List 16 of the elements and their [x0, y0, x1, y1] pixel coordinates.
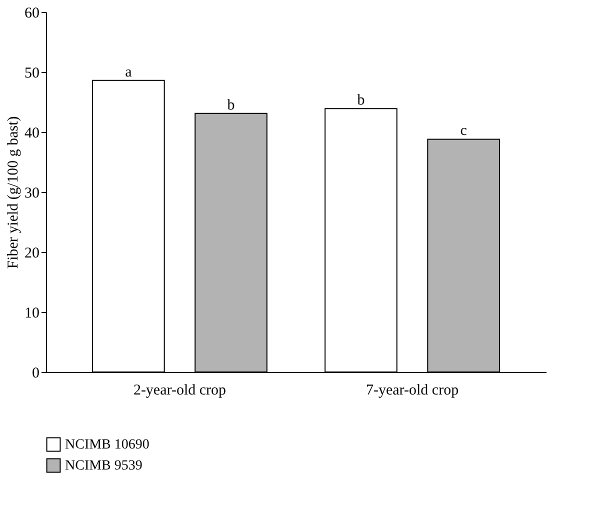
y-axis-title: Fiber yield (g/100 g bast): [6, 116, 22, 269]
y-tick-label: 20: [24, 246, 40, 262]
y-tick-label: 0: [32, 366, 40, 382]
legend-label: NCIMB 10690: [65, 438, 150, 452]
legend-label: NCIMB 9539: [65, 458, 142, 474]
y-tick-label: 30: [24, 186, 40, 202]
x-tick-label: 7-year-old crop: [366, 382, 459, 398]
data-label: b: [357, 92, 365, 109]
data-label: c: [460, 123, 468, 140]
y-tick-label: 40: [24, 126, 40, 142]
y-tick-label: 50: [24, 66, 40, 82]
x-tick-label: 2-year-old crop: [133, 382, 226, 398]
data-label: a: [125, 64, 132, 80]
y-tick-label: 60: [24, 6, 40, 22]
data-label: b: [227, 97, 235, 114]
y-tick-label: 10: [24, 306, 40, 322]
